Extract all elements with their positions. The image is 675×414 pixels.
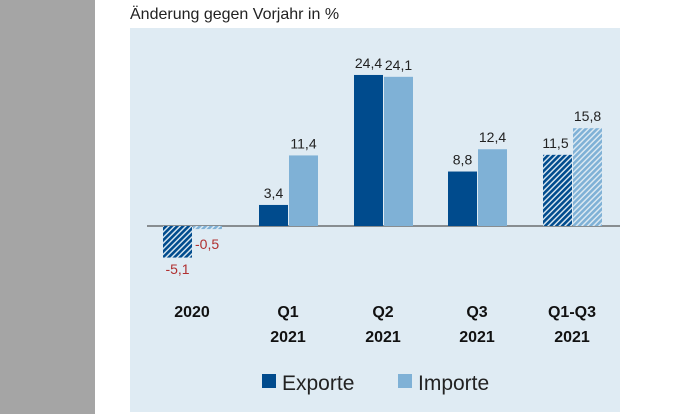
legend-swatch [262, 374, 276, 388]
category-label: Q1-Q3 [548, 304, 596, 321]
data-label: -0,5 [195, 236, 219, 252]
data-label: 15,8 [574, 108, 601, 124]
category-label: 2021 [270, 329, 306, 346]
category-label: 2021 [459, 329, 495, 346]
bar-importe [289, 155, 318, 226]
category-label: 2020 [174, 304, 210, 321]
data-label: 8,8 [453, 152, 473, 168]
bar-exporte [543, 154, 572, 226]
bar-importe [573, 128, 602, 226]
bar-exporte [354, 74, 383, 227]
legend-label: Importe [418, 372, 489, 395]
bar-exporte [448, 171, 477, 226]
legend-label: Exporte [282, 372, 354, 395]
bar-importe [478, 149, 507, 226]
bar-exporte [259, 204, 288, 226]
side-bar [0, 0, 95, 414]
data-label: 11,5 [542, 135, 568, 151]
category-label: Q2 [372, 304, 393, 321]
bar-importe [384, 76, 413, 226]
data-label: -5,1 [165, 261, 189, 277]
data-label: 24,4 [355, 55, 382, 71]
data-label: 3,4 [264, 185, 284, 201]
category-label: Q3 [466, 304, 487, 321]
legend-swatch [398, 374, 412, 388]
category-label: 2021 [365, 329, 401, 346]
bar-exporte [163, 226, 192, 258]
data-label: 12,4 [479, 129, 506, 145]
data-label: 11,4 [290, 135, 316, 151]
category-label: 2021 [554, 329, 590, 346]
data-label: 24,1 [385, 57, 412, 73]
chart-title: Änderung gegen Vorjahr in % [130, 6, 340, 23]
category-label: Q1 [277, 304, 298, 321]
bar-importe [193, 226, 222, 230]
